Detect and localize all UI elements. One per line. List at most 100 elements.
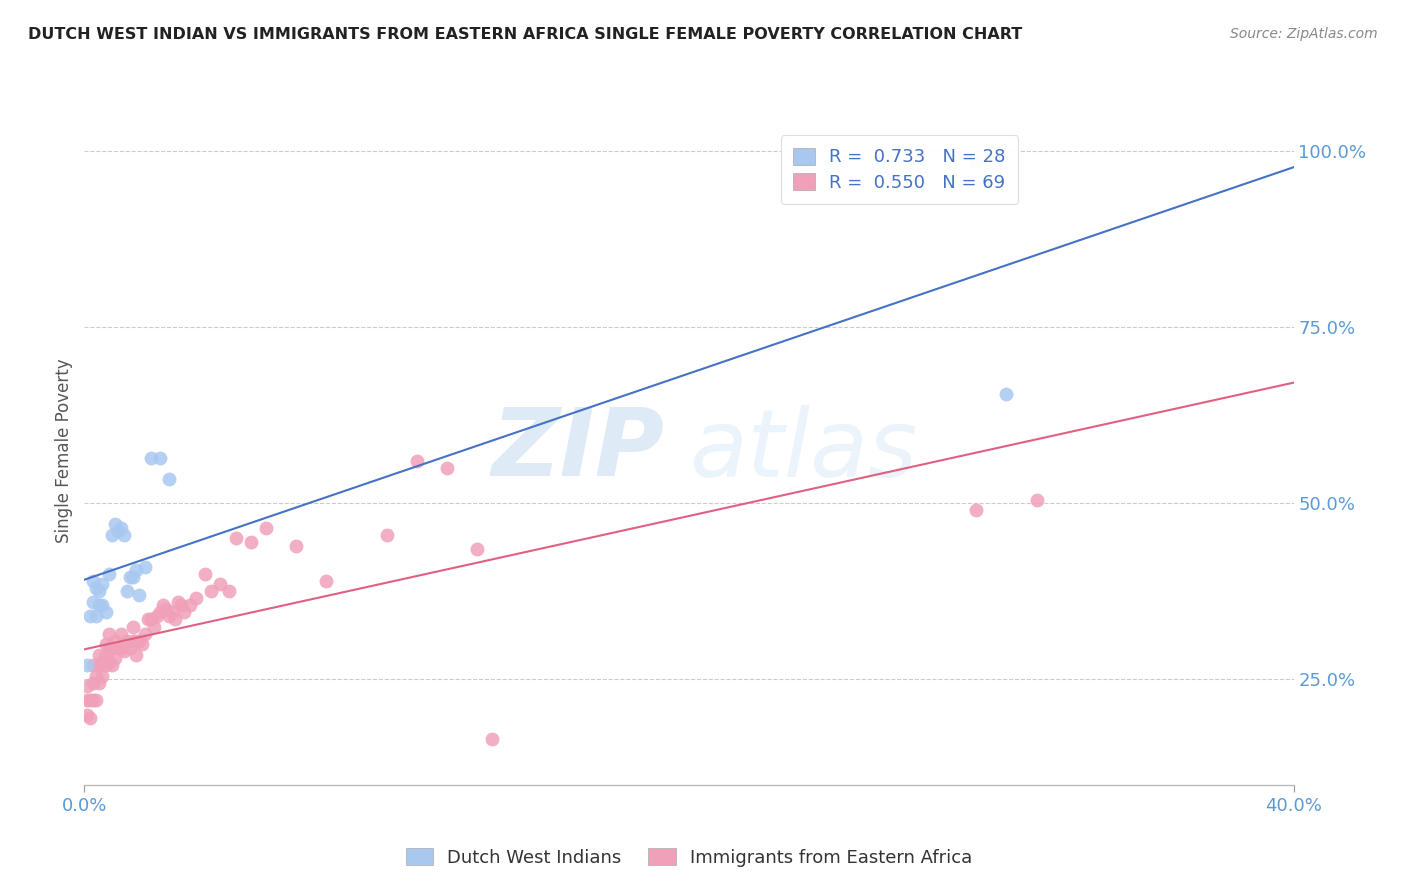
Point bbox=[218, 584, 240, 599]
Point bbox=[100, 528, 122, 542]
Point bbox=[89, 584, 111, 599]
Point bbox=[97, 655, 120, 669]
Point bbox=[375, 528, 398, 542]
Point bbox=[79, 693, 101, 707]
Point bbox=[125, 648, 148, 662]
Text: DUTCH WEST INDIAN VS IMMIGRANTS FROM EASTERN AFRICA SINGLE FEMALE POVERTY CORREL: DUTCH WEST INDIAN VS IMMIGRANTS FROM EAS… bbox=[28, 27, 1022, 42]
Point bbox=[995, 387, 1018, 401]
Legend: R =  0.733   N = 28, R =  0.550   N = 69: R = 0.733 N = 28, R = 0.550 N = 69 bbox=[780, 135, 1018, 204]
Point bbox=[121, 619, 143, 633]
Point bbox=[79, 711, 101, 725]
Point bbox=[128, 633, 150, 648]
Point bbox=[125, 633, 148, 648]
Point bbox=[209, 577, 232, 591]
Point bbox=[110, 640, 132, 655]
Point bbox=[481, 732, 503, 747]
Point bbox=[149, 450, 172, 465]
Point bbox=[194, 566, 217, 581]
Point bbox=[134, 626, 156, 640]
Point bbox=[91, 669, 114, 683]
Point bbox=[225, 532, 247, 546]
Point bbox=[179, 599, 201, 613]
Point bbox=[97, 626, 120, 640]
Point bbox=[139, 450, 162, 465]
Point bbox=[157, 472, 180, 486]
Point bbox=[186, 591, 208, 606]
Point bbox=[100, 640, 122, 655]
Y-axis label: Single Female Poverty: Single Female Poverty bbox=[55, 359, 73, 542]
Point bbox=[115, 633, 138, 648]
Point bbox=[94, 648, 117, 662]
Point bbox=[107, 640, 129, 655]
Point bbox=[315, 574, 337, 588]
Point bbox=[91, 599, 114, 613]
Point bbox=[76, 679, 98, 693]
Point bbox=[1025, 492, 1047, 507]
Point bbox=[121, 570, 143, 584]
Point bbox=[91, 577, 114, 591]
Point bbox=[173, 606, 195, 620]
Point bbox=[136, 612, 159, 626]
Point bbox=[200, 584, 222, 599]
Point bbox=[82, 676, 104, 690]
Point bbox=[149, 606, 172, 620]
Point bbox=[104, 517, 127, 532]
Point bbox=[86, 609, 108, 624]
Point bbox=[965, 154, 987, 169]
Point bbox=[239, 535, 262, 549]
Point bbox=[97, 566, 120, 581]
Point bbox=[86, 693, 108, 707]
Point bbox=[170, 599, 193, 613]
Point bbox=[142, 619, 165, 633]
Point bbox=[152, 599, 174, 613]
Text: Source: ZipAtlas.com: Source: ZipAtlas.com bbox=[1230, 27, 1378, 41]
Point bbox=[76, 693, 98, 707]
Point bbox=[115, 584, 138, 599]
Point bbox=[112, 644, 135, 658]
Text: ZIP: ZIP bbox=[492, 404, 665, 497]
Point bbox=[100, 658, 122, 673]
Point bbox=[160, 606, 183, 620]
Point bbox=[157, 609, 180, 624]
Point bbox=[76, 658, 98, 673]
Point bbox=[91, 655, 114, 669]
Point bbox=[94, 658, 117, 673]
Point bbox=[165, 612, 187, 626]
Point bbox=[128, 588, 150, 602]
Point bbox=[131, 637, 153, 651]
Point bbox=[82, 693, 104, 707]
Point bbox=[82, 595, 104, 609]
Point bbox=[146, 609, 169, 624]
Point bbox=[94, 637, 117, 651]
Point bbox=[121, 633, 143, 648]
Point bbox=[110, 521, 132, 535]
Point bbox=[86, 581, 108, 595]
Point bbox=[134, 559, 156, 574]
Point bbox=[406, 454, 429, 468]
Point bbox=[107, 524, 129, 539]
Point bbox=[155, 602, 177, 616]
Point bbox=[94, 606, 117, 620]
Point bbox=[79, 609, 101, 624]
Point bbox=[125, 563, 148, 577]
Text: atlas: atlas bbox=[689, 405, 917, 496]
Point bbox=[110, 626, 132, 640]
Point bbox=[89, 648, 111, 662]
Legend: Dutch West Indians, Immigrants from Eastern Africa: Dutch West Indians, Immigrants from East… bbox=[398, 841, 980, 874]
Point bbox=[76, 707, 98, 722]
Point bbox=[167, 595, 190, 609]
Point bbox=[118, 570, 141, 584]
Point bbox=[82, 658, 104, 673]
Point bbox=[118, 640, 141, 655]
Point bbox=[965, 503, 987, 517]
Point bbox=[139, 612, 162, 626]
Point bbox=[97, 640, 120, 655]
Point bbox=[89, 676, 111, 690]
Point bbox=[104, 633, 127, 648]
Point bbox=[89, 658, 111, 673]
Point bbox=[82, 574, 104, 588]
Point bbox=[112, 528, 135, 542]
Point bbox=[254, 521, 277, 535]
Point bbox=[436, 461, 458, 475]
Point bbox=[89, 599, 111, 613]
